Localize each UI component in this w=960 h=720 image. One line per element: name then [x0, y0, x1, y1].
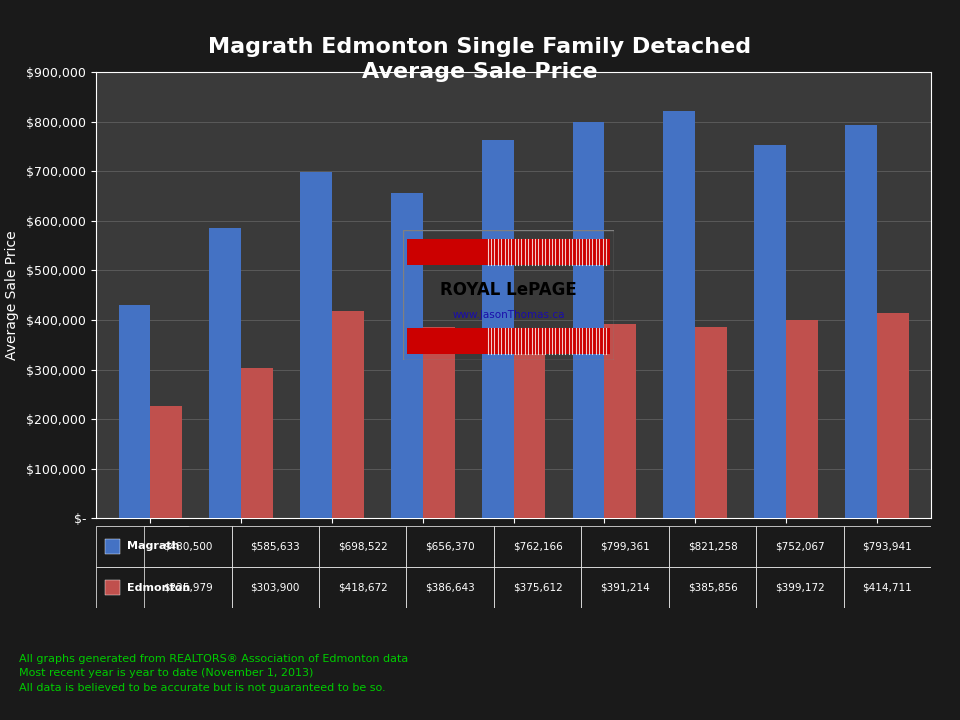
Bar: [96, 567, 188, 608]
Bar: [96, 526, 188, 567]
Bar: [105, 580, 121, 595]
Text: $698,522: $698,522: [338, 541, 388, 552]
Bar: [231, 526, 319, 567]
Bar: [144, 526, 231, 567]
Bar: [391, 193, 422, 518]
Bar: [332, 311, 364, 518]
Bar: [845, 125, 876, 518]
Text: $391,214: $391,214: [600, 582, 650, 593]
X-axis label: Average Sale Price: Average Sale Price: [455, 546, 572, 559]
Text: $799,361: $799,361: [600, 541, 650, 552]
Text: Magrath Edmonton Single Family Detached: Magrath Edmonton Single Family Detached: [208, 37, 752, 57]
Bar: [407, 328, 611, 354]
Bar: [319, 526, 406, 567]
Bar: [876, 312, 908, 518]
Text: Edmonton: Edmonton: [127, 582, 190, 593]
Bar: [669, 526, 756, 567]
Bar: [482, 140, 514, 518]
Text: $821,258: $821,258: [687, 541, 737, 552]
Bar: [756, 567, 844, 608]
Bar: [406, 567, 494, 608]
Bar: [105, 539, 121, 554]
Text: Average Sale Price: Average Sale Price: [362, 62, 598, 82]
Bar: [119, 305, 151, 518]
Bar: [514, 332, 545, 518]
Text: $418,672: $418,672: [338, 582, 388, 593]
Bar: [669, 567, 756, 608]
Bar: [144, 567, 231, 608]
Bar: [422, 327, 455, 518]
Text: $303,900: $303,900: [251, 582, 300, 593]
Bar: [231, 567, 319, 608]
Text: All data is believed to be accurate but is not guaranteed to be so.: All data is believed to be accurate but …: [19, 683, 386, 693]
Bar: [494, 526, 582, 567]
Bar: [663, 111, 695, 518]
Text: Most recent year is year to date (November 1, 2013): Most recent year is year to date (Novemb…: [19, 668, 314, 678]
Text: ROYAL LePAGE: ROYAL LePAGE: [441, 281, 577, 299]
Text: $386,643: $386,643: [425, 582, 475, 593]
Bar: [755, 145, 786, 518]
Text: $385,856: $385,856: [687, 582, 737, 593]
Bar: [786, 320, 818, 518]
Bar: [494, 567, 582, 608]
Text: $430,500: $430,500: [163, 541, 212, 552]
Bar: [406, 526, 494, 567]
Text: $585,633: $585,633: [251, 541, 300, 552]
Y-axis label: Average Sale Price: Average Sale Price: [6, 230, 19, 360]
Bar: [300, 172, 332, 518]
Text: $375,612: $375,612: [513, 582, 563, 593]
Bar: [844, 567, 931, 608]
Text: www.JasonThomas.ca: www.JasonThomas.ca: [452, 310, 565, 320]
Bar: [756, 526, 844, 567]
Bar: [572, 122, 605, 518]
Text: $762,166: $762,166: [513, 541, 563, 552]
Text: Magrath: Magrath: [127, 541, 180, 552]
Text: All graphs generated from REALTORS® Association of Edmonton data: All graphs generated from REALTORS® Asso…: [19, 654, 408, 664]
Bar: [582, 526, 669, 567]
Bar: [407, 240, 611, 266]
Bar: [605, 324, 636, 518]
Text: $414,711: $414,711: [863, 582, 912, 593]
Bar: [241, 368, 273, 518]
Text: $752,067: $752,067: [776, 541, 825, 552]
Text: $793,941: $793,941: [863, 541, 912, 552]
Text: $656,370: $656,370: [425, 541, 475, 552]
Bar: [695, 327, 727, 518]
Bar: [209, 228, 241, 518]
Bar: [151, 406, 182, 518]
Bar: [844, 526, 931, 567]
Bar: [582, 567, 669, 608]
Bar: [319, 567, 406, 608]
Text: $225,979: $225,979: [163, 582, 213, 593]
Text: $399,172: $399,172: [775, 582, 825, 593]
